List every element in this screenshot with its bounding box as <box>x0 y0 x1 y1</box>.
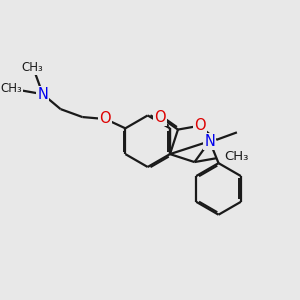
Text: N: N <box>37 87 48 102</box>
Text: O: O <box>154 110 166 124</box>
Text: CH₃: CH₃ <box>22 61 43 74</box>
Text: O: O <box>194 118 206 133</box>
Text: O: O <box>99 111 111 126</box>
Text: N: N <box>204 134 215 149</box>
Text: CH₃: CH₃ <box>0 82 22 95</box>
Text: CH₃: CH₃ <box>224 150 249 163</box>
